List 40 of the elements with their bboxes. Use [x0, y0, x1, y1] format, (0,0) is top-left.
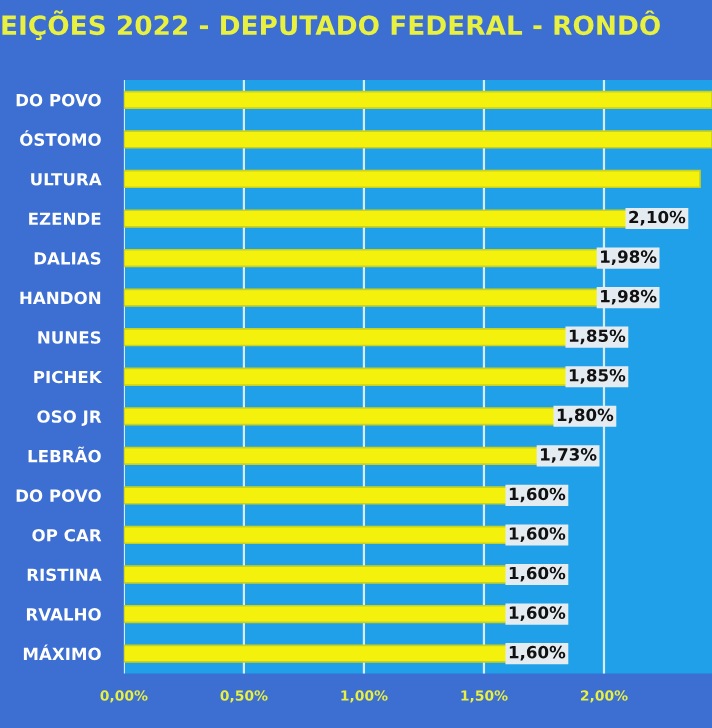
bar: [123, 169, 701, 189]
data-label: 2,10%: [629, 210, 686, 226]
data-label: 1,60%: [509, 487, 566, 503]
data-label: 1,60%: [509, 527, 566, 542]
bar: [123, 209, 629, 228]
data-label: 1,98%: [601, 289, 657, 305]
bar: [123, 407, 557, 426]
bar: [123, 644, 509, 663]
data-label: 1,60%: [509, 645, 566, 661]
bar: [123, 367, 569, 386]
y-tick-label: RISTINA: [27, 568, 102, 582]
data-label: 1,85%: [569, 329, 626, 345]
y-tick-label: MÁXIMO: [23, 644, 101, 661]
data-label: 1,80%: [557, 408, 614, 424]
bar: [123, 525, 509, 545]
y-tick-label: LEBRÃO: [28, 446, 101, 463]
data-label: 1,60%: [509, 606, 566, 622]
y-tick-label: OSO JR: [37, 410, 102, 426]
y-tick-label: NUNES: [38, 331, 101, 344]
bar: [123, 604, 509, 624]
data-label: 1,60%: [509, 566, 566, 582]
y-tick-label: OP CAR: [32, 528, 102, 542]
y-tick-label: DO POVO: [16, 489, 101, 502]
y-tick-label: ÓSTOMO: [20, 130, 101, 146]
y-tick-label: HANDON: [20, 291, 101, 305]
data-label: 1,98%: [601, 250, 657, 266]
bar: [123, 565, 509, 584]
y-tick-label: RVALHO: [26, 608, 101, 621]
bar: [123, 90, 712, 109]
data-label: 1,73%: [541, 448, 597, 463]
y-tick-label: DALIAS: [34, 252, 101, 265]
bar: [123, 328, 569, 347]
y-tick-label: PICHEK: [34, 370, 103, 384]
chart-title: EIÇÕES 2022 - DEPUTADO FEDERAL - RONDÔ: [2, 10, 660, 40]
y-tick-label: EZENDE: [29, 212, 101, 225]
bar: [123, 486, 509, 505]
y-tick-label: DO POVO: [16, 93, 101, 107]
data-label: 1,85%: [569, 368, 626, 384]
bar: [123, 130, 712, 149]
y-tick-label: ULTURA: [31, 173, 102, 186]
